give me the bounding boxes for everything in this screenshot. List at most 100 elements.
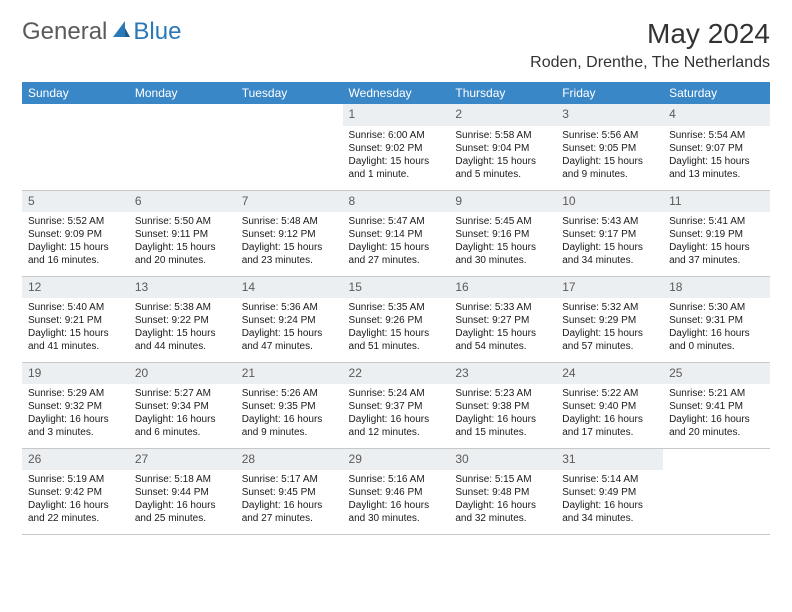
sunrise-text: Sunrise: 5:30 AM <box>669 301 764 314</box>
sunrise-text: Sunrise: 5:32 AM <box>562 301 657 314</box>
sunrise-text: Sunrise: 5:22 AM <box>562 387 657 400</box>
day-content: Sunrise: 5:15 AMSunset: 9:48 PMDaylight:… <box>449 470 556 529</box>
sunset-text: Sunset: 9:24 PM <box>242 314 337 327</box>
calendar-day-cell: 20Sunrise: 5:27 AMSunset: 9:34 PMDayligh… <box>129 362 236 448</box>
daylight-text: Daylight: 15 hours and 23 minutes. <box>242 241 337 267</box>
day-content: Sunrise: 5:50 AMSunset: 9:11 PMDaylight:… <box>129 212 236 271</box>
day-content: Sunrise: 5:17 AMSunset: 9:45 PMDaylight:… <box>236 470 343 529</box>
day-content: Sunrise: 5:19 AMSunset: 9:42 PMDaylight:… <box>22 470 129 529</box>
sunset-text: Sunset: 9:12 PM <box>242 228 337 241</box>
sunrise-text: Sunrise: 5:45 AM <box>455 215 550 228</box>
day-content: Sunrise: 5:22 AMSunset: 9:40 PMDaylight:… <box>556 384 663 443</box>
weekday-header-row: Sunday Monday Tuesday Wednesday Thursday… <box>22 82 770 104</box>
day-number: 23 <box>449 363 556 385</box>
calendar-day-cell <box>663 448 770 534</box>
sunrise-text: Sunrise: 5:58 AM <box>455 129 550 142</box>
daylight-text: Daylight: 16 hours and 0 minutes. <box>669 327 764 353</box>
calendar-day-cell: 23Sunrise: 5:23 AMSunset: 9:38 PMDayligh… <box>449 362 556 448</box>
weekday-header: Tuesday <box>236 82 343 104</box>
weekday-header: Monday <box>129 82 236 104</box>
calendar-week-row: 5Sunrise: 5:52 AMSunset: 9:09 PMDaylight… <box>22 190 770 276</box>
calendar-day-cell: 12Sunrise: 5:40 AMSunset: 9:21 PMDayligh… <box>22 276 129 362</box>
daylight-text: Daylight: 16 hours and 27 minutes. <box>242 499 337 525</box>
daylight-text: Daylight: 15 hours and 20 minutes. <box>135 241 230 267</box>
day-number: 10 <box>556 191 663 213</box>
sunset-text: Sunset: 9:07 PM <box>669 142 764 155</box>
sunset-text: Sunset: 9:34 PM <box>135 400 230 413</box>
weekday-header: Saturday <box>663 82 770 104</box>
calendar-week-row: 1Sunrise: 6:00 AMSunset: 9:02 PMDaylight… <box>22 104 770 190</box>
day-number: 11 <box>663 191 770 213</box>
calendar-day-cell: 27Sunrise: 5:18 AMSunset: 9:44 PMDayligh… <box>129 448 236 534</box>
weekday-header: Wednesday <box>343 82 450 104</box>
day-content: Sunrise: 5:40 AMSunset: 9:21 PMDaylight:… <box>22 298 129 357</box>
weekday-header: Sunday <box>22 82 129 104</box>
header: General Blue May 2024 Roden, Drenthe, Th… <box>22 18 770 72</box>
daylight-text: Daylight: 16 hours and 20 minutes. <box>669 413 764 439</box>
sunset-text: Sunset: 9:22 PM <box>135 314 230 327</box>
daylight-text: Daylight: 15 hours and 34 minutes. <box>562 241 657 267</box>
calendar-day-cell: 1Sunrise: 6:00 AMSunset: 9:02 PMDaylight… <box>343 104 450 190</box>
sunset-text: Sunset: 9:27 PM <box>455 314 550 327</box>
sunset-text: Sunset: 9:44 PM <box>135 486 230 499</box>
sunset-text: Sunset: 9:46 PM <box>349 486 444 499</box>
day-number: 30 <box>449 449 556 471</box>
daylight-text: Daylight: 15 hours and 5 minutes. <box>455 155 550 181</box>
day-number: 9 <box>449 191 556 213</box>
calendar-day-cell: 2Sunrise: 5:58 AMSunset: 9:04 PMDaylight… <box>449 104 556 190</box>
calendar-day-cell <box>22 104 129 190</box>
day-number: 26 <box>22 449 129 471</box>
calendar-day-cell: 15Sunrise: 5:35 AMSunset: 9:26 PMDayligh… <box>343 276 450 362</box>
sunrise-text: Sunrise: 5:24 AM <box>349 387 444 400</box>
day-number: 19 <box>22 363 129 385</box>
sunset-text: Sunset: 9:09 PM <box>28 228 123 241</box>
calendar-day-cell: 14Sunrise: 5:36 AMSunset: 9:24 PMDayligh… <box>236 276 343 362</box>
sunrise-text: Sunrise: 5:26 AM <box>242 387 337 400</box>
day-content: Sunrise: 5:36 AMSunset: 9:24 PMDaylight:… <box>236 298 343 357</box>
day-content: Sunrise: 5:35 AMSunset: 9:26 PMDaylight:… <box>343 298 450 357</box>
day-content: Sunrise: 5:32 AMSunset: 9:29 PMDaylight:… <box>556 298 663 357</box>
day-number: 18 <box>663 277 770 299</box>
day-number: 6 <box>129 191 236 213</box>
day-content: Sunrise: 5:18 AMSunset: 9:44 PMDaylight:… <box>129 470 236 529</box>
sunset-text: Sunset: 9:40 PM <box>562 400 657 413</box>
sunrise-text: Sunrise: 5:47 AM <box>349 215 444 228</box>
calendar-day-cell: 17Sunrise: 5:32 AMSunset: 9:29 PMDayligh… <box>556 276 663 362</box>
day-number: 22 <box>343 363 450 385</box>
sunrise-text: Sunrise: 5:52 AM <box>28 215 123 228</box>
day-content: Sunrise: 5:16 AMSunset: 9:46 PMDaylight:… <box>343 470 450 529</box>
day-number: 31 <box>556 449 663 471</box>
sunrise-text: Sunrise: 5:36 AM <box>242 301 337 314</box>
daylight-text: Daylight: 16 hours and 15 minutes. <box>455 413 550 439</box>
daylight-text: Daylight: 15 hours and 13 minutes. <box>669 155 764 181</box>
daylight-text: Daylight: 15 hours and 57 minutes. <box>562 327 657 353</box>
day-content: Sunrise: 5:21 AMSunset: 9:41 PMDaylight:… <box>663 384 770 443</box>
sunrise-text: Sunrise: 5:40 AM <box>28 301 123 314</box>
daylight-text: Daylight: 15 hours and 27 minutes. <box>349 241 444 267</box>
sunset-text: Sunset: 9:29 PM <box>562 314 657 327</box>
day-number: 14 <box>236 277 343 299</box>
day-content: Sunrise: 5:26 AMSunset: 9:35 PMDaylight:… <box>236 384 343 443</box>
sunrise-text: Sunrise: 5:54 AM <box>669 129 764 142</box>
sunrise-text: Sunrise: 5:56 AM <box>562 129 657 142</box>
title-block: May 2024 Roden, Drenthe, The Netherlands <box>530 18 770 72</box>
logo-text-blue: Blue <box>133 18 181 46</box>
calendar-day-cell: 26Sunrise: 5:19 AMSunset: 9:42 PMDayligh… <box>22 448 129 534</box>
calendar-day-cell: 3Sunrise: 5:56 AMSunset: 9:05 PMDaylight… <box>556 104 663 190</box>
daylight-text: Daylight: 15 hours and 51 minutes. <box>349 327 444 353</box>
day-content: Sunrise: 5:52 AMSunset: 9:09 PMDaylight:… <box>22 212 129 271</box>
day-content: Sunrise: 5:43 AMSunset: 9:17 PMDaylight:… <box>556 212 663 271</box>
sunset-text: Sunset: 9:45 PM <box>242 486 337 499</box>
sunrise-text: Sunrise: 5:27 AM <box>135 387 230 400</box>
sunset-text: Sunset: 9:38 PM <box>455 400 550 413</box>
sunset-text: Sunset: 9:04 PM <box>455 142 550 155</box>
day-content: Sunrise: 5:23 AMSunset: 9:38 PMDaylight:… <box>449 384 556 443</box>
sunrise-text: Sunrise: 5:29 AM <box>28 387 123 400</box>
sunset-text: Sunset: 9:21 PM <box>28 314 123 327</box>
day-content: Sunrise: 5:54 AMSunset: 9:07 PMDaylight:… <box>663 126 770 185</box>
calendar-day-cell: 5Sunrise: 5:52 AMSunset: 9:09 PMDaylight… <box>22 190 129 276</box>
sunrise-text: Sunrise: 5:21 AM <box>669 387 764 400</box>
sunset-text: Sunset: 9:17 PM <box>562 228 657 241</box>
day-number: 16 <box>449 277 556 299</box>
day-content: Sunrise: 5:33 AMSunset: 9:27 PMDaylight:… <box>449 298 556 357</box>
